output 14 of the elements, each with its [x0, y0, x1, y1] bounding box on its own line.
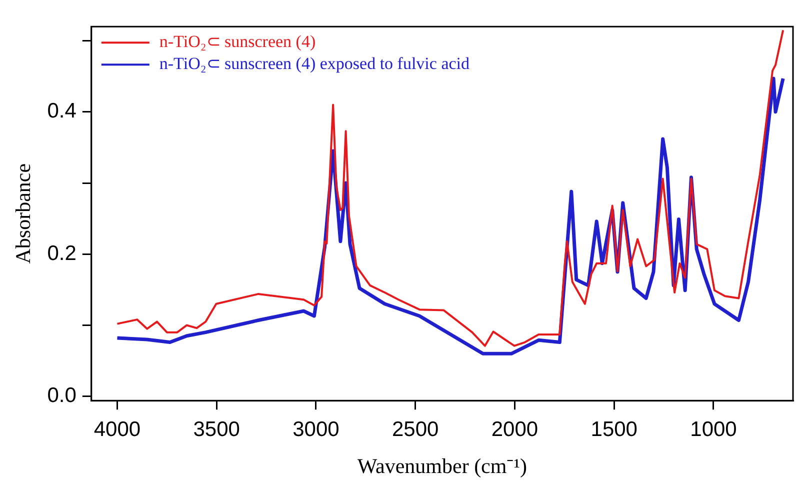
legend-label: n-TiO₂⊂ sunscreen (4) exposed to fulvic acid	[159, 54, 470, 74]
x-tick-label: 1000	[690, 418, 737, 441]
x-tick-label: 2000	[491, 418, 538, 441]
x-axis-title: Wavenumber (cm⁻¹)	[357, 454, 528, 478]
y-tick-label: 0.4	[47, 100, 77, 123]
legend-label: n-TiO₂⊂ sunscreen (4)	[159, 32, 316, 52]
x-tick-label: 4000	[94, 418, 141, 441]
x-tick-label: 2500	[392, 418, 439, 441]
y-axis-title: Absorbance	[11, 163, 36, 264]
y-tick-label: 0.2	[47, 242, 76, 265]
y-tick-label: 0.0	[47, 384, 76, 408]
x-tick-label: 3500	[193, 418, 240, 441]
x-tick-label: 1500	[590, 418, 638, 441]
x-tick-label: 3000	[292, 418, 340, 441]
